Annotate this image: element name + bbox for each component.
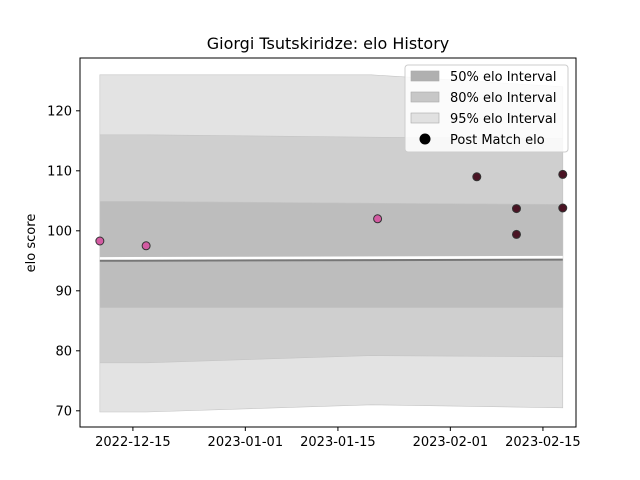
plot-area [95,74,568,413]
post-match-elo-point [373,214,383,224]
post-match-elo-point [472,172,482,182]
post-match-elo-point [141,241,151,251]
legend-entry: 50% elo Interval [450,70,557,85]
legend: 50% elo Interval 80% elo Interval 95% elo … [404,64,569,153]
legend-entry: 80% elo Interval [450,91,557,106]
axes: 2022-12-15 2023-01-01 2023-01-15 2023-02-01… [47,57,581,450]
legend-marker [419,133,431,145]
y-tick-label: 100 [47,224,72,239]
chart-title: Giorgi Tsutskiridze: elo History [207,34,450,53]
y-tick-label: 80 [55,344,72,359]
x-tick-label: 2023-01-15 [300,435,376,450]
post-match-elo-point [95,236,105,246]
y-axis-label: elo score [24,214,39,273]
y-tick-label: 120 [47,104,72,119]
post-match-elo-point [511,204,521,214]
x-tick-label: 2022-12-15 [95,435,171,450]
legend-entry: Post Match elo [450,133,545,148]
axes-frame [79,57,577,428]
legend-swatch [410,91,440,103]
y-tick-label: 90 [55,284,72,299]
y-tick-label: 110 [47,164,72,179]
legend-swatch [410,112,440,124]
legend-box [404,64,569,153]
x-tick-label: 2023-01-01 [208,435,284,450]
post-match-elo-point [511,229,521,239]
legend-entry: 95% elo Interval [450,112,557,127]
mean-elo-line [99,258,563,262]
x-tick-label: 2023-02-15 [505,435,581,450]
band-50-interval [99,201,564,308]
y-tick-label: 70 [55,404,72,419]
x-tick-label: 2023-02-01 [413,435,489,450]
post-match-elo-point [558,203,568,213]
legend-swatch [410,70,440,82]
mean-line-halo [99,255,563,261]
post-match-elo-point [558,169,568,179]
